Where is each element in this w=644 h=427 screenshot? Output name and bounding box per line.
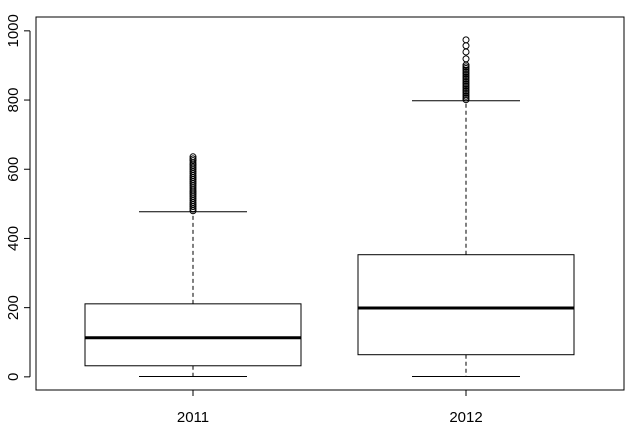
box — [357, 254, 575, 356]
y-tick-label: 0 — [5, 373, 22, 381]
x-tick-label: 2011 — [177, 409, 209, 426]
y-tick-label: 800 — [5, 88, 22, 113]
y-tick-label: 1000 — [5, 14, 22, 47]
outlier — [462, 48, 470, 56]
y-tick-label: 400 — [5, 226, 22, 251]
x-tick-label: 2012 — [449, 409, 482, 426]
outlier — [189, 163, 197, 171]
y-tick-label: 600 — [5, 157, 22, 182]
outlier — [189, 153, 197, 161]
y-tick-label: 200 — [5, 295, 22, 320]
outlier — [462, 36, 470, 44]
outlier — [462, 55, 470, 63]
outlier — [189, 155, 197, 163]
box — [84, 303, 302, 367]
outlier — [462, 42, 470, 50]
